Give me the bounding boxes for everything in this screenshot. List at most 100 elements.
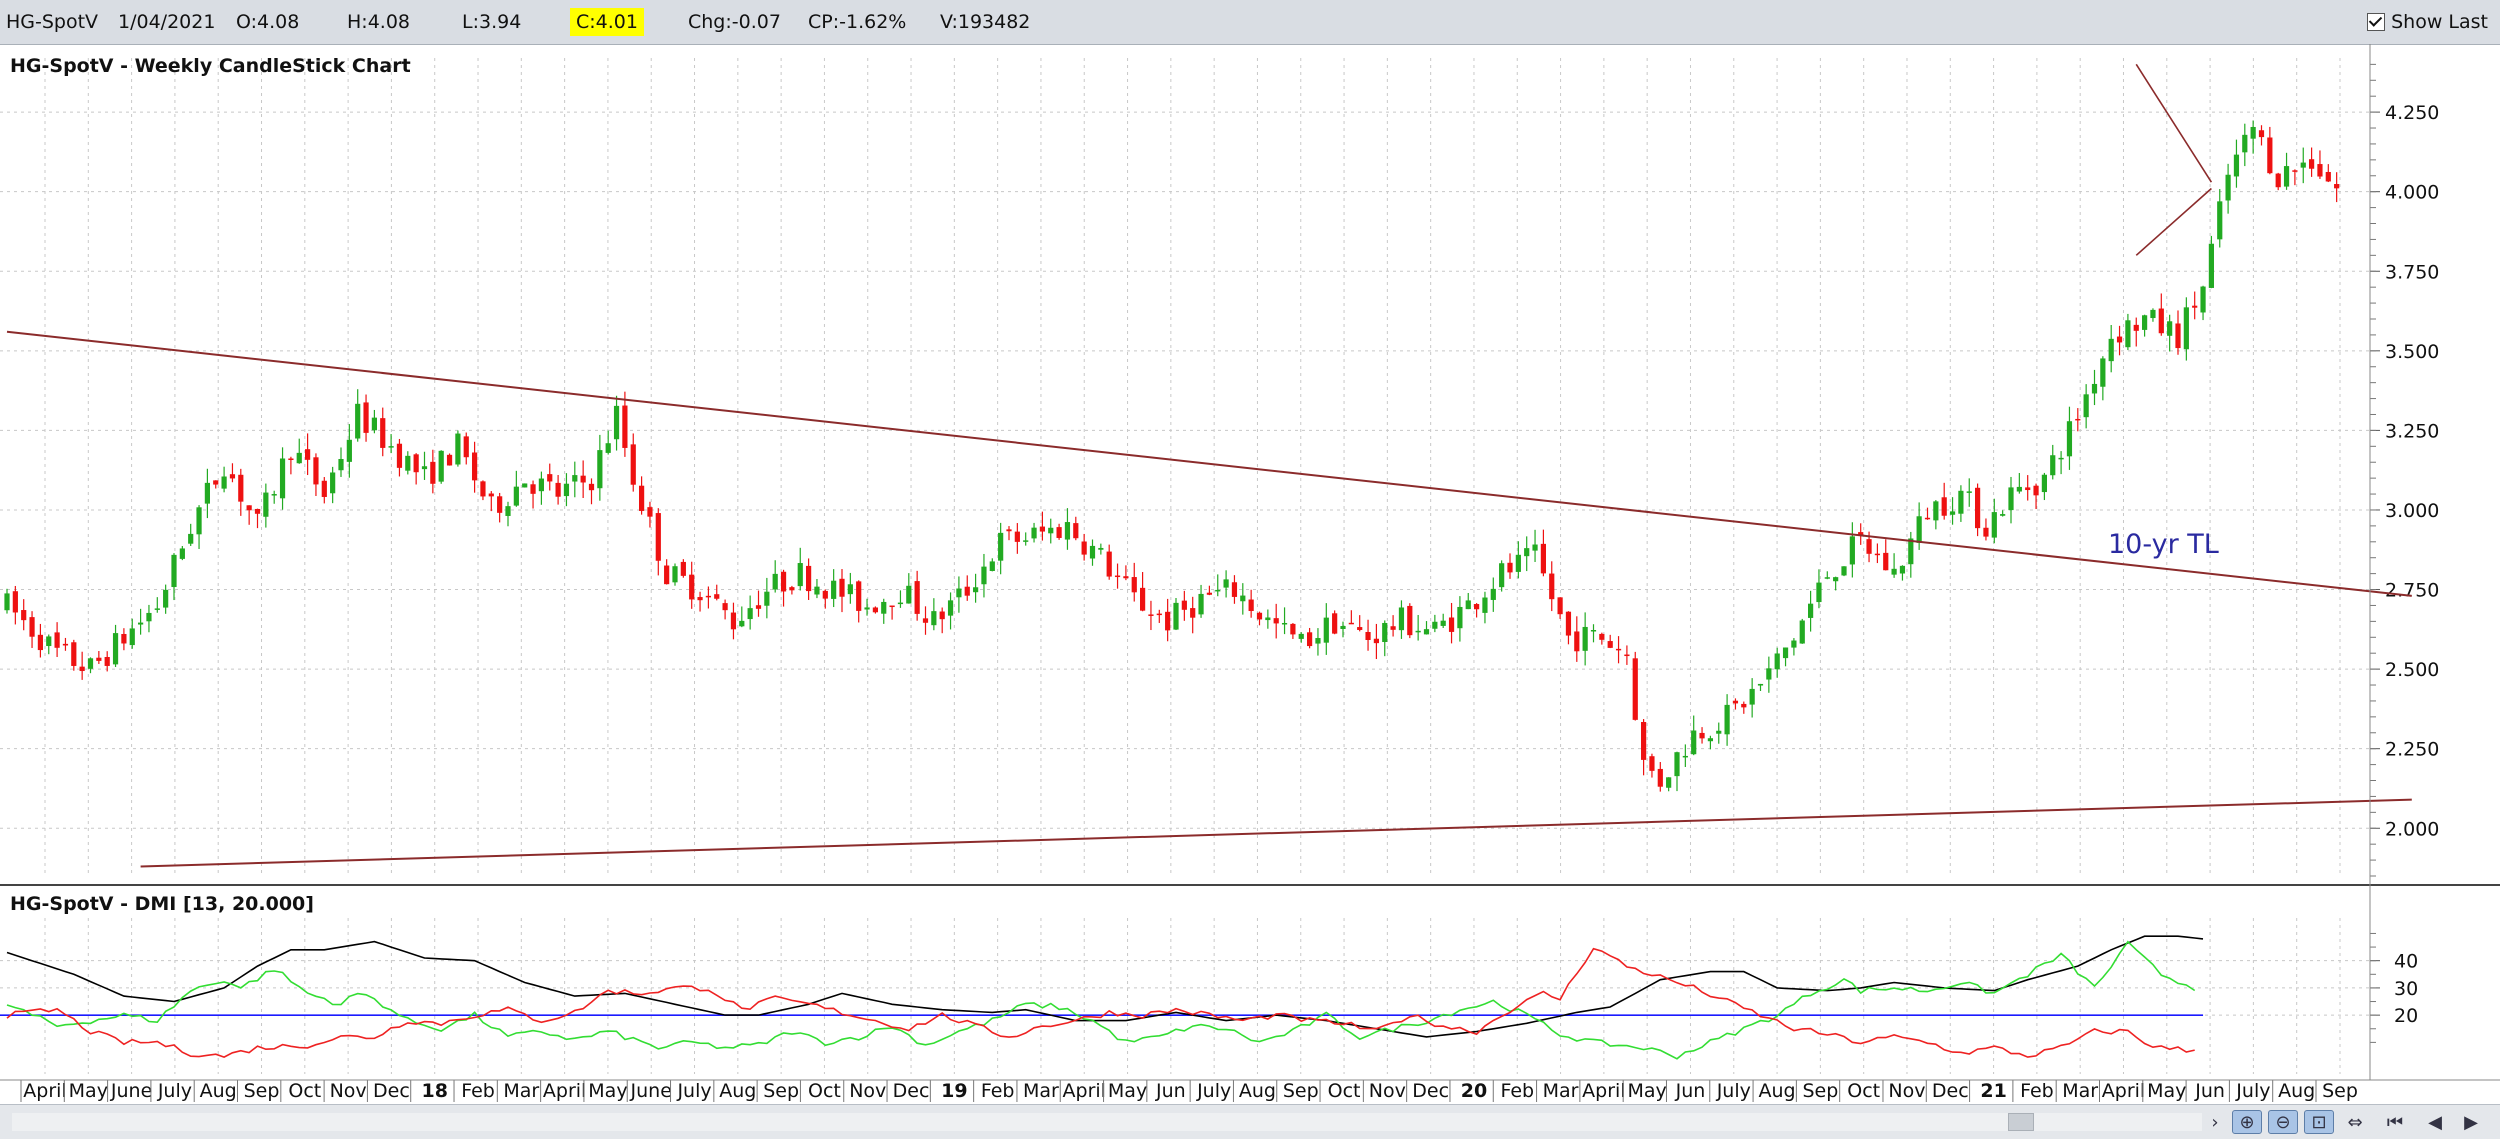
candle-body: [1440, 620, 1446, 626]
candles: [4, 120, 2340, 792]
price-chart-title: HG-SpotV - Weekly CandleStick Chart: [10, 55, 411, 77]
candle-body: [1557, 597, 1563, 615]
next-icon[interactable]: ▶: [2464, 1111, 2478, 1133]
candle-body: [2142, 315, 2148, 330]
x-tick-label: Sep: [1283, 1080, 1319, 1102]
show-last-checkbox[interactable]: [2367, 13, 2386, 31]
fit-arrows-icon[interactable]: ⇔: [2347, 1111, 2363, 1133]
candle-body: [2116, 336, 2123, 343]
candle-body: [2008, 487, 2014, 511]
candle-body: [421, 466, 428, 470]
candle-body: [1031, 527, 1037, 539]
candle-body: [622, 405, 628, 448]
x-tick-label: Aug: [719, 1080, 756, 1102]
candle-body: [1423, 629, 1430, 635]
candle-body: [1448, 617, 1455, 632]
x-tick-label: Nov: [1369, 1080, 1406, 1102]
candle-body: [973, 587, 979, 593]
candle-body: [263, 492, 269, 517]
x-tick-label: Dec: [1412, 1080, 1449, 1102]
low-value: L:3.94: [462, 11, 522, 33]
candle-body: [1791, 640, 1797, 648]
candle-body: [906, 585, 912, 604]
price-grid: [0, 58, 2370, 876]
candle-body: [355, 403, 361, 439]
candle-body: [931, 611, 937, 626]
scroll-thumb[interactable]: [2008, 1113, 2034, 1131]
candle-body: [1916, 516, 1922, 543]
candle-body: [1666, 777, 1672, 788]
candle-body: [1407, 605, 1413, 636]
candle-body: [998, 532, 1004, 561]
candle-body: [1474, 604, 1480, 610]
candle-body: [864, 607, 870, 610]
scroll-right-icon[interactable]: ›: [2211, 1111, 2219, 1133]
navigation-bar: › ⊕ ⊖ ⊡ ⇔ ⏮ ◀ ▶: [0, 1104, 2500, 1139]
candle-body: [1298, 633, 1304, 639]
candle-body: [1849, 536, 1855, 565]
y-tick-label: 3.250: [2385, 420, 2439, 442]
candle-body: [121, 633, 127, 644]
x-tick-label: Aug: [1759, 1080, 1796, 1102]
candle-body: [2192, 305, 2198, 308]
dmi-series-plus-di: [6, 940, 2196, 1060]
y-tick-label: 4.250: [2385, 102, 2439, 124]
candle-body: [1190, 608, 1196, 618]
show-last-toggle[interactable]: Show Last: [2367, 0, 2488, 44]
candle-body: [872, 607, 878, 613]
candle-body: [1599, 633, 1605, 640]
scroll-track[interactable]: [12, 1113, 2202, 1131]
x-tick-label: June: [110, 1080, 152, 1102]
candle-body: [1841, 566, 1847, 576]
x-tick-label: May: [588, 1080, 627, 1102]
date-label: 1/04/2021: [118, 11, 216, 33]
candle-body: [138, 622, 144, 625]
candle-body: [1991, 512, 1997, 538]
candle-body: [1724, 704, 1730, 735]
candle-body: [672, 566, 678, 583]
candle-body: [305, 449, 311, 460]
zoom-fit-icon[interactable]: ⊡: [2304, 1110, 2334, 1134]
x-tick-label: Nov: [1888, 1080, 1925, 1102]
candle-body: [271, 494, 277, 496]
candle-body: [1323, 617, 1329, 643]
candle-body: [1674, 752, 1680, 777]
candle-body: [2283, 166, 2290, 187]
candle-body: [914, 581, 920, 614]
candle-body: [1006, 529, 1012, 532]
candle-body: [639, 485, 645, 511]
y-tick-label: 3.000: [2385, 500, 2439, 522]
candle-body: [1457, 606, 1463, 629]
x-tick-label: April: [1063, 1080, 1106, 1102]
candle-body: [1373, 638, 1379, 644]
x-tick-label: May: [69, 1080, 108, 1102]
candle-body: [1081, 541, 1087, 555]
zoom-in-icon[interactable]: ⊕: [2232, 1110, 2262, 1134]
candle-body: [179, 548, 185, 559]
candle-body: [1891, 568, 1897, 575]
candle-body: [2183, 307, 2189, 350]
candle-body: [1206, 592, 1212, 595]
x-tick-label: Sep: [2322, 1080, 2358, 1102]
candle-body: [380, 418, 386, 448]
candle-body: [1165, 611, 1171, 631]
y-tick-label: 3.500: [2385, 341, 2439, 363]
candle-body: [1181, 600, 1187, 610]
candle-body: [1615, 648, 1622, 651]
x-tick-label: Sep: [1802, 1080, 1838, 1102]
previous-icon[interactable]: ◀: [2428, 1111, 2442, 1133]
show-last-label: Show Last: [2391, 11, 2488, 33]
candle-body: [505, 506, 511, 516]
candle-body: [1499, 563, 1505, 588]
candle-body: [947, 600, 954, 616]
y-tick-label: 3.750: [2385, 261, 2439, 283]
zoom-out-icon[interactable]: ⊖: [2268, 1110, 2298, 1134]
x-tick-label: Feb: [1500, 1080, 1534, 1102]
candle-body: [1056, 527, 1062, 538]
candle-body: [1716, 730, 1722, 734]
candle-body: [1699, 732, 1705, 739]
candle-body: [1549, 573, 1555, 600]
candle-body: [2208, 243, 2214, 288]
candle-body: [1524, 548, 1530, 557]
first-page-icon[interactable]: ⏮: [2386, 1111, 2404, 1133]
